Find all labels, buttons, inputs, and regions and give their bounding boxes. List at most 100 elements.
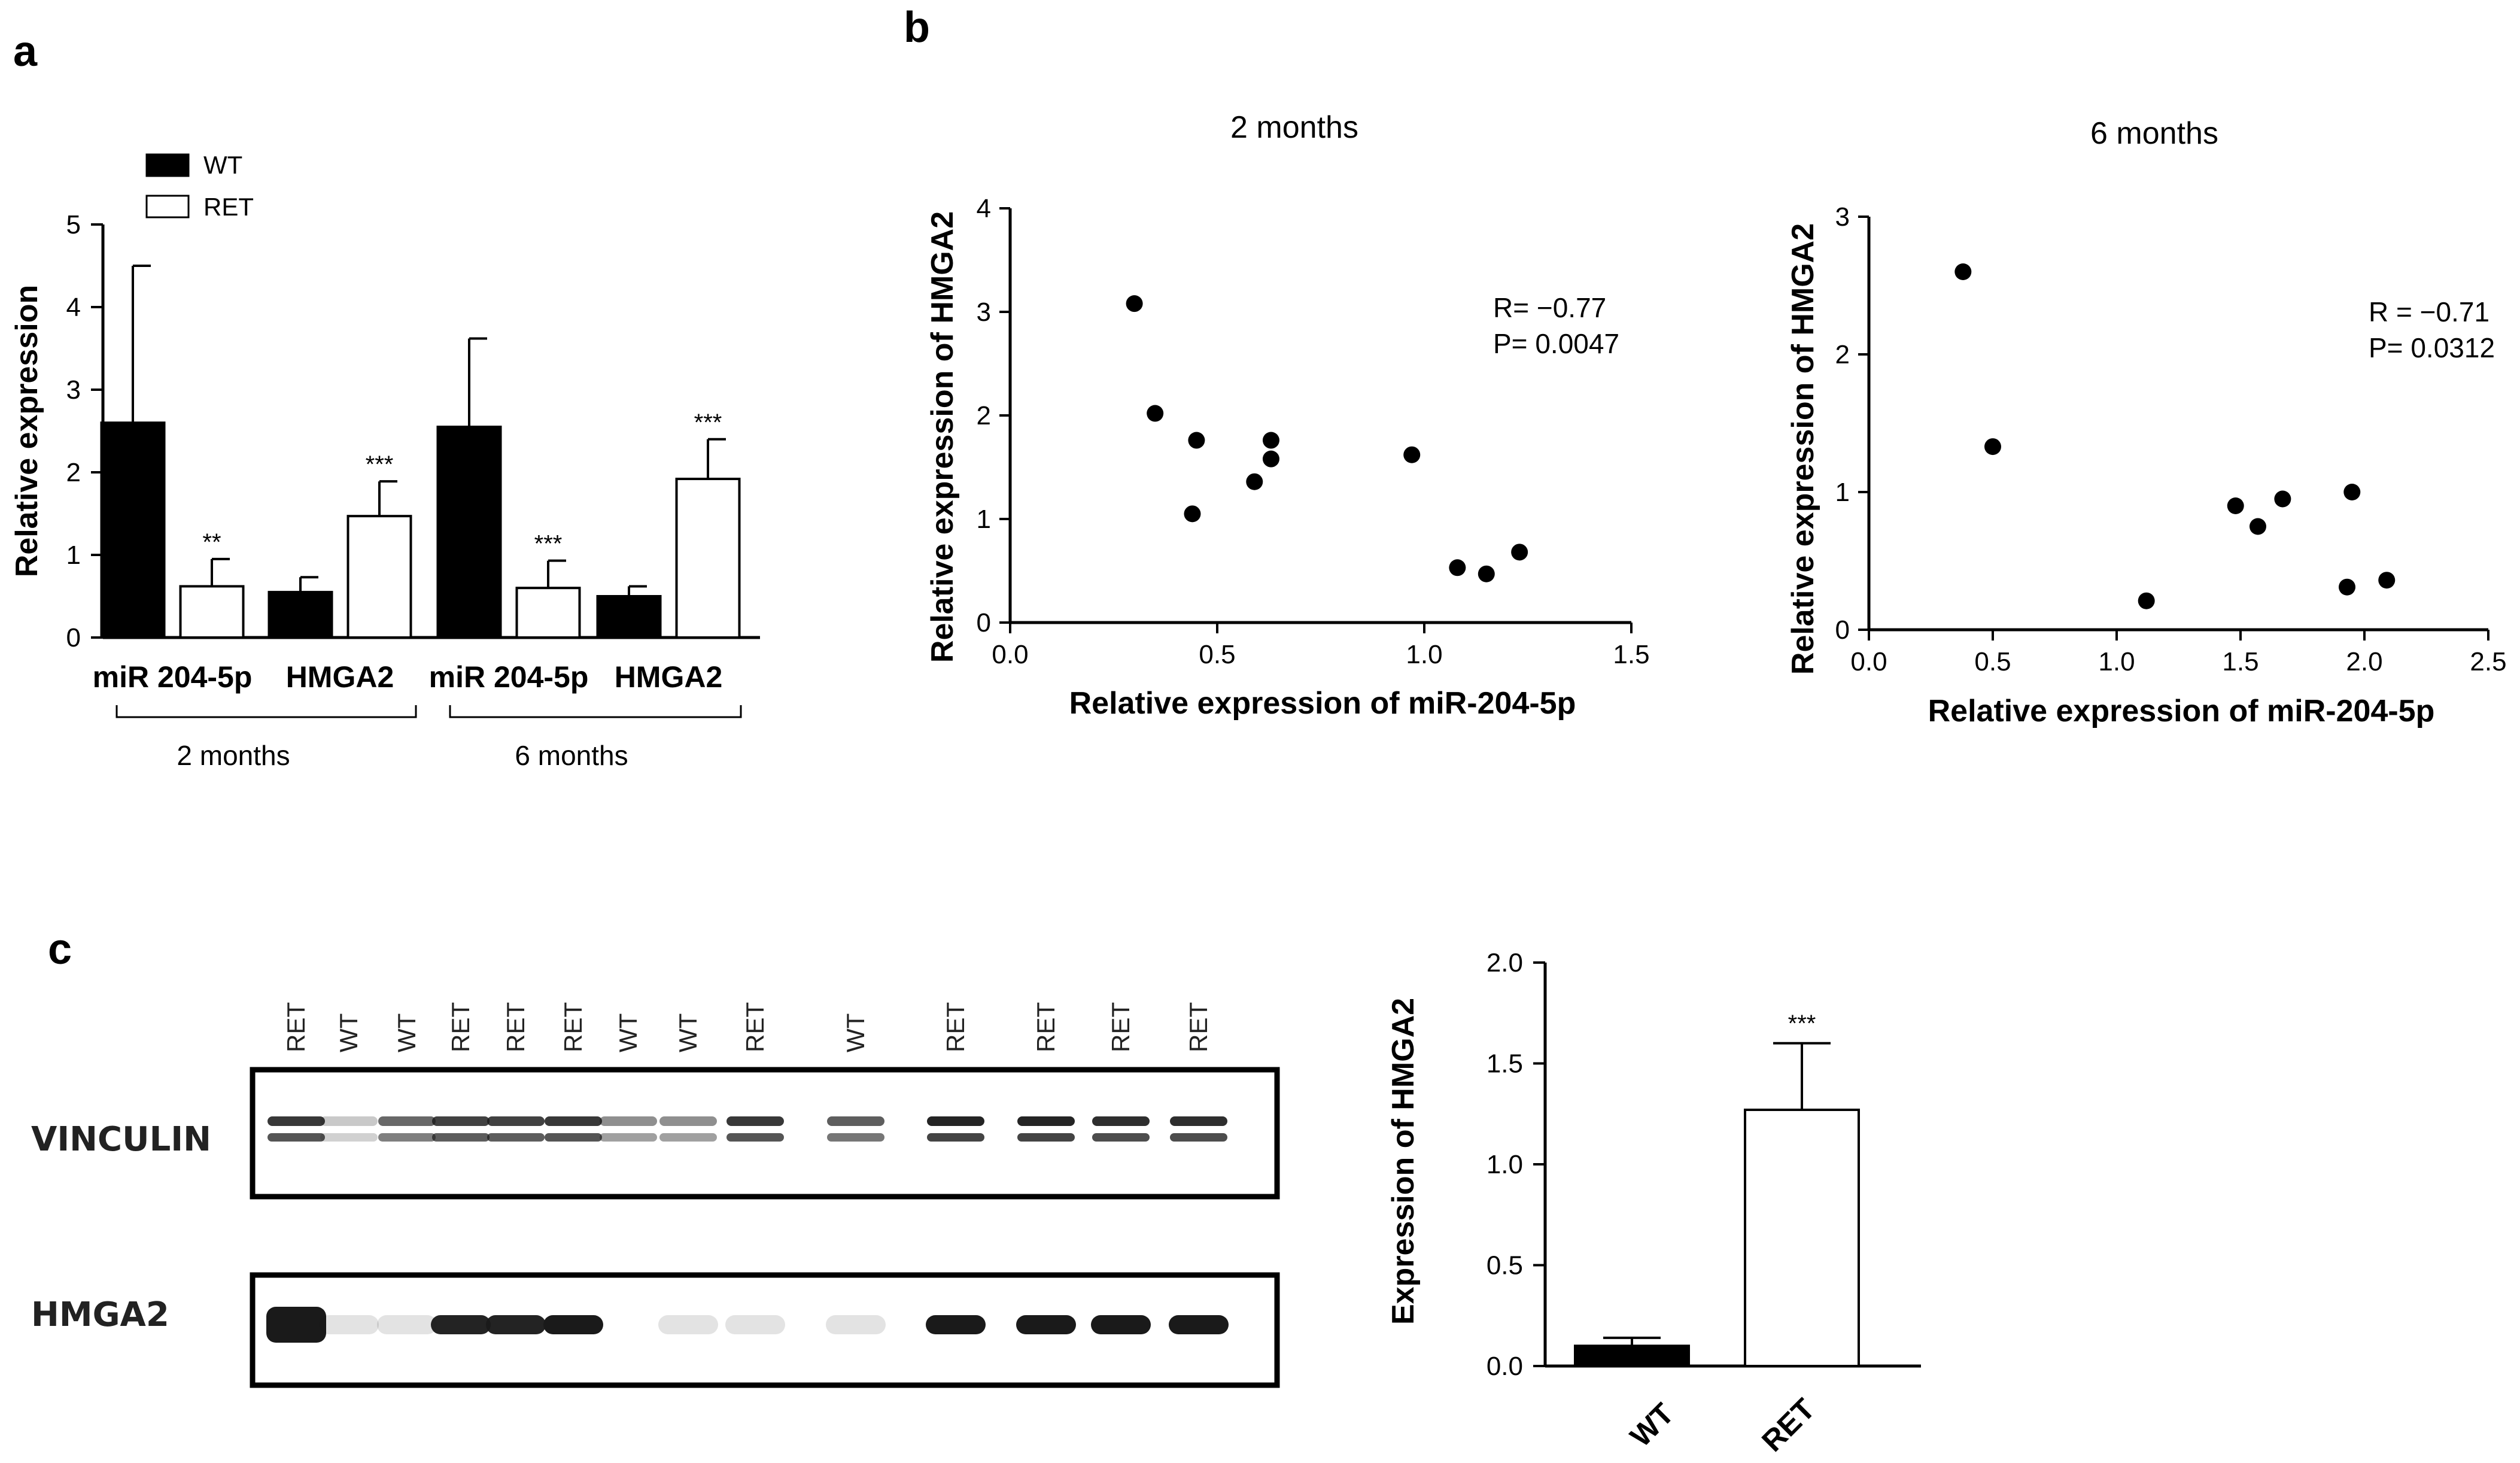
- lane-labels: RET WT WT RET RET RET WT WT RET WT RET RET RET RET: [282, 1002, 1212, 1052]
- stat-p: P= 0.0312: [2369, 332, 2495, 363]
- x-tick-label: 2.5: [2470, 647, 2506, 676]
- vinculin-band: [1170, 1116, 1227, 1126]
- vinculin-band: [1092, 1133, 1150, 1142]
- data-point: [1449, 559, 1466, 576]
- axis-ticks: 0.0 0.5 1.0 1.5 0 1 2 3 4: [977, 194, 1650, 669]
- data-point: [2339, 578, 2356, 596]
- data-point: [2138, 592, 2155, 609]
- lane-label: WT: [841, 1013, 870, 1052]
- vinculin-band: [1170, 1133, 1227, 1142]
- y-tick-label: 1: [977, 505, 991, 534]
- significance-label: ***: [534, 531, 563, 557]
- y-tick-label: 1: [1835, 478, 1850, 507]
- data-point: [1403, 446, 1421, 463]
- blot-row-label: HMGA2: [31, 1295, 169, 1334]
- significance-label: **: [202, 529, 221, 556]
- bar-ret: [515, 587, 581, 639]
- lane-label: WT: [674, 1013, 702, 1052]
- data-point: [1246, 473, 1263, 490]
- lane-label: WT: [614, 1013, 642, 1052]
- legend-ret-label: RET: [203, 193, 254, 221]
- vinculin-band: [432, 1116, 490, 1126]
- bar-wt: [596, 595, 662, 639]
- vinculin-band: [1017, 1116, 1075, 1126]
- vinculin-band: [927, 1133, 984, 1142]
- y-tick-label: 0.5: [1487, 1251, 1523, 1280]
- stat-p: P= 0.0047: [1493, 328, 1619, 359]
- category-label: HMGA2: [615, 660, 723, 694]
- data-point: [1262, 450, 1279, 468]
- x-tick-label: 1.0: [1406, 640, 1442, 669]
- stat-r: R= −0.77: [1493, 292, 1606, 323]
- y-tick-label: 2: [1835, 340, 1850, 369]
- vinculin-band: [545, 1133, 602, 1142]
- data-point: [2227, 497, 2244, 514]
- hmga2-band: [658, 1315, 718, 1334]
- data-point: [1262, 432, 1279, 449]
- vinculin-band: [267, 1116, 325, 1126]
- lane-label: WT: [393, 1013, 421, 1052]
- bar-ret: [1744, 1109, 1860, 1367]
- y-axis-label: Relative expression of HMGA2: [1786, 223, 1820, 675]
- data-point: [1147, 405, 1164, 422]
- vinculin-band: [600, 1116, 657, 1126]
- y-tick-label: 2: [977, 401, 991, 430]
- lane-label: RET: [1032, 1002, 1060, 1052]
- y-axis-label: Relative expression: [10, 285, 44, 577]
- data-point: [1188, 432, 1205, 449]
- points: [1126, 295, 1528, 582]
- lane-label: RET: [741, 1002, 769, 1052]
- y-tick-label: 3: [977, 298, 991, 327]
- chart-title: 6 months: [2090, 116, 2218, 151]
- bar-ret: [675, 478, 741, 639]
- panel-letter-b: b: [904, 4, 930, 51]
- data-point: [1478, 565, 1495, 582]
- panel-b-scatter-6-months: 6 months 0.0 0.5 1.0 1.5 2.0 2.5 0 1 2 3 Relative…: [1786, 116, 2507, 729]
- y-tick-label: 4: [66, 293, 81, 322]
- western-blot: RET WT WT RET RET RET WT WT RET WT RET RET RET RET VI…: [31, 1002, 1280, 1388]
- category-label: miR 204-5p: [93, 660, 253, 694]
- category-label: WT: [1624, 1397, 1680, 1453]
- data-point: [1184, 505, 1201, 523]
- vinculin-band: [487, 1133, 545, 1142]
- lane-label: WT: [335, 1013, 363, 1052]
- y-ticks: 0.0 0.5 1.0 1.5 2.0: [1487, 948, 1545, 1381]
- y-tick-label: 0: [977, 608, 991, 638]
- lane-label: RET: [446, 1002, 475, 1052]
- category-label: HMGA2: [286, 660, 394, 694]
- data-point: [1984, 438, 2001, 456]
- x-axis-label: Relative expression of miR-204-5p: [1928, 694, 2435, 729]
- y-tick-label: 2: [66, 458, 81, 487]
- hmga2-band: [266, 1307, 326, 1343]
- blot-bands: [266, 1116, 1229, 1343]
- y-tick-label: 3: [66, 375, 81, 405]
- x-tick-label: 1.0: [2098, 647, 2135, 676]
- vinculin-band: [1092, 1116, 1150, 1126]
- vinculin-band: [320, 1116, 378, 1126]
- bar-ret: [346, 515, 412, 639]
- lane-label: RET: [282, 1002, 310, 1052]
- legend-wt-swatch: [145, 153, 190, 177]
- lane-label: RET: [1184, 1002, 1212, 1052]
- blot-row-label: VINCULIN: [31, 1120, 211, 1159]
- y-tick-label: 1.0: [1487, 1150, 1523, 1179]
- y-tick-label: 2.0: [1487, 948, 1523, 978]
- vinculin-band: [827, 1116, 884, 1126]
- legend-ret-swatch: [145, 195, 190, 218]
- bar-wt: [1574, 1344, 1690, 1368]
- data-point: [2378, 572, 2396, 589]
- y-ticks: 0 1 2 3 4 5: [66, 210, 103, 652]
- lane-label: RET: [501, 1002, 530, 1052]
- panel-letter-a: a: [13, 28, 38, 75]
- x-tick-label: 1.5: [2222, 647, 2258, 676]
- vinculin-band: [726, 1116, 784, 1126]
- vinculin-band: [659, 1116, 717, 1126]
- chart-title: 2 months: [1230, 110, 1358, 145]
- y-tick-label: 1: [66, 541, 81, 570]
- significance-label: ***: [1788, 1010, 1816, 1037]
- data-point: [1511, 544, 1528, 561]
- vinculin-band: [320, 1133, 378, 1142]
- data-point: [2343, 484, 2361, 500]
- y-tick-label: 0: [66, 623, 81, 652]
